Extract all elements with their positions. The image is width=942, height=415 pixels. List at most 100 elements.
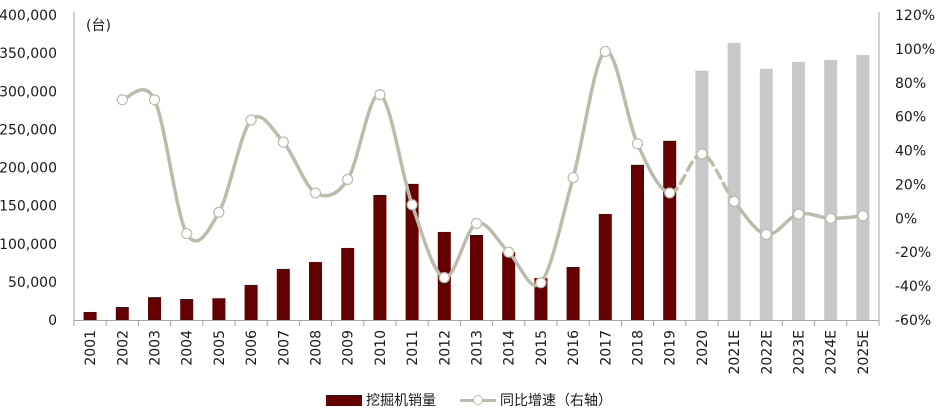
growth-marker-2021E [728,195,740,207]
growth-marker-2003 [148,94,161,106]
bar-2021E [727,42,741,321]
left-axis-tick: 0 [48,313,57,329]
growth-marker-2024E [825,212,837,224]
x-axis-tick-label: 2018 [631,330,647,366]
x-axis-tick-label: 2017 [598,330,614,366]
growth-marker-2007 [277,136,289,148]
right-axis-tick: -40% [895,279,931,295]
x-axis-tick-label: 2019 [663,330,679,366]
x-axis-tick-label: 2020 [695,330,711,366]
x-axis-tick-label: 2021E [727,330,743,374]
left-axis-tick: 300,000 [0,84,57,100]
x-axis-tick-label: 2009 [341,330,357,366]
x-axis-tick-label: 2001 [83,330,99,366]
growth-marker-2012 [438,272,450,284]
unit-label: (台) [86,18,111,34]
combo-chart: 0 50,000 100,000 150,000 200,000 250,000 300,0… [0,8,935,375]
legend-line-marker-icon [460,394,496,406]
growth-marker-2011 [406,199,418,211]
growth-marker-2017 [599,45,611,58]
growth-marker-2010 [374,89,386,101]
growth-marker-2016 [567,172,579,184]
bar-2006 [244,284,258,320]
legend-item-growth: 同比增速（右轴） [460,389,612,411]
bar-2007 [276,268,290,320]
growth-marker-2019 [664,187,676,199]
left-axis-tick-labels: 0 50,000 100,000 150,000 200,000 250,000 300,0… [0,8,57,329]
bar-2023E [792,61,805,321]
right-axis-tick: 40% [895,144,926,160]
x-axis-tick-labels: 2001 2002 2003 2004 2005 2006 2007 2008 2009 2010… [83,330,872,375]
right-axis-tick: 0% [895,211,917,227]
growth-marker-2015 [535,277,547,289]
x-axis-tick-label: 2011 [405,330,421,366]
x-axis-tick-label: 2007 [276,330,292,366]
x-axis-tick-label: 2016 [566,330,582,366]
growth-marker-2002 [116,94,128,106]
bar-series-excavator-sales [83,42,870,321]
growth-marker-2004 [181,227,193,240]
axes [73,12,880,326]
right-axis-tick: 120% [895,8,935,24]
right-axis-tick: -60% [895,313,931,329]
right-axis-tick: 80% [895,76,926,92]
x-axis-tick-label: 2004 [180,330,196,366]
x-axis-tick-label: 2015 [534,330,550,366]
bar-2001 [83,311,97,320]
growth-line-actual [120,49,672,288]
x-axis-tick-label: 2014 [502,330,518,366]
bar-2022E [759,68,773,320]
right-axis-tick: 60% [895,110,926,126]
bar-2018 [631,164,644,320]
bar-2002 [115,307,129,320]
x-axis-tick-label: 2003 [148,330,164,366]
bar-2015 [534,278,548,320]
left-axis-tick: 400,000 [0,8,57,24]
right-axis-tick: 100% [895,42,935,58]
left-axis-tick: 100,000 [0,237,57,253]
x-axis-tick-label: 2002 [115,330,131,366]
bar-2020 [695,70,709,320]
x-axis-tick-label: 2012 [437,330,453,366]
x-axis-tick-label: 2022E [759,330,775,374]
bar-2008 [309,262,322,320]
growth-marker-2013 [470,217,483,230]
legend-item-sales: 挖掘机销量 [326,389,436,411]
growth-marker-2023E [792,208,805,220]
x-axis-tick-label: 2024E [824,330,840,374]
growth-marker-2020 [696,148,708,160]
bar-2017 [598,214,612,320]
left-axis-tick: 200,000 [0,161,57,177]
bar-2024E [824,59,838,321]
x-axis-tick-label: 2006 [244,330,260,366]
bar-2013 [470,234,483,320]
legend-label-growth: 同比增速（右轴） [500,393,612,409]
growth-marker-2014 [503,246,515,258]
bar-2016 [566,267,580,320]
x-axis-tick-label: 2023E [792,330,808,374]
legend-bar-swatch-icon [326,394,362,406]
growth-marker-2006 [245,114,257,126]
left-axis-tick: 50,000 [8,275,57,291]
right-axis-tick-labels: -60% -40% -20% 0% 20% 40% 60% 80% 100% 120% [895,8,935,329]
x-axis-tick-label: 2013 [470,330,486,366]
line-series-yoy-growth [116,45,869,289]
growth-marker-2025E [857,210,869,222]
bar-2004 [180,299,194,320]
growth-marker-2018 [631,138,644,150]
bar-2009 [341,247,355,320]
x-axis-tick-label: 2008 [309,330,325,366]
growth-marker-2008 [309,187,322,199]
left-axis-tick: 150,000 [0,199,57,215]
x-axis-tick-label: 2025E [856,330,872,374]
bar-2025E [856,55,870,320]
bar-2005 [212,298,226,320]
legend: 挖掘机销量 同比增速（右轴） [0,389,942,411]
legend-label-sales: 挖掘机销量 [366,393,436,409]
left-axis-tick: 350,000 [0,46,57,62]
growth-marker-2005 [213,206,225,219]
bar-2003 [148,297,161,320]
x-axis-tick-label: 2005 [212,330,228,366]
right-axis-tick: 20% [895,177,926,193]
bar-2014 [502,252,516,320]
